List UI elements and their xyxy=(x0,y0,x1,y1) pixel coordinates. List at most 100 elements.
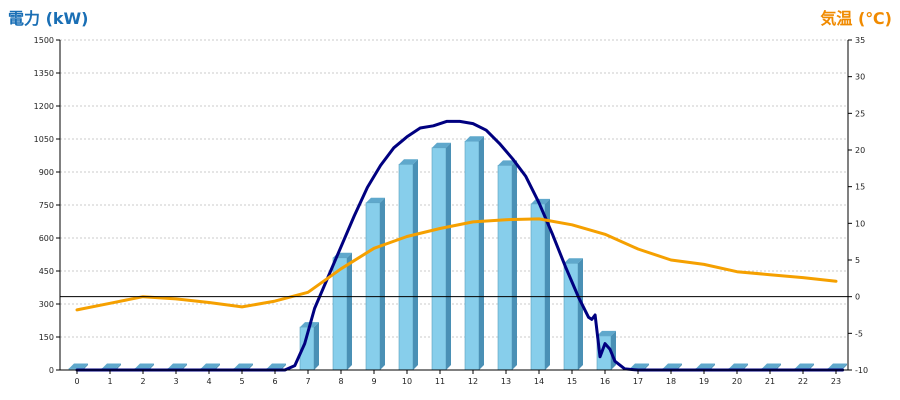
power-bar xyxy=(563,258,583,371)
bar-side xyxy=(776,363,781,370)
bar-side xyxy=(479,136,484,370)
bar-side xyxy=(809,363,814,370)
temperature-line xyxy=(75,217,838,312)
bar-top xyxy=(663,363,682,369)
bar-side xyxy=(677,363,682,370)
right-tick-label: 20 xyxy=(855,146,865,155)
power-bar xyxy=(431,142,451,371)
power-bar xyxy=(299,322,319,371)
bar-top xyxy=(729,363,748,369)
x-tick-label: 23 xyxy=(831,377,841,386)
bar-side xyxy=(182,363,187,370)
bar-front xyxy=(431,147,447,371)
right-tick-label: 10 xyxy=(855,219,865,228)
power-bar xyxy=(332,252,352,371)
x-tick-label: 10 xyxy=(402,377,412,386)
left-tick-label: 750 xyxy=(39,201,54,210)
bar-top xyxy=(102,363,121,369)
bar-front xyxy=(464,140,480,371)
bar-top xyxy=(531,198,550,204)
bar-top xyxy=(465,136,484,142)
left-tick-label: 0 xyxy=(49,366,54,375)
left-tick-label: 450 xyxy=(39,267,54,276)
bar-front xyxy=(530,203,546,371)
power-bar xyxy=(497,160,517,371)
bar-side xyxy=(446,142,451,370)
bar-side xyxy=(545,198,550,370)
bar-top xyxy=(201,363,220,369)
left-axis-title: 電力 (kW) xyxy=(8,9,89,28)
bar-top xyxy=(795,363,814,369)
x-tick-label: 9 xyxy=(371,377,376,386)
x-tick-label: 20 xyxy=(732,377,742,386)
x-tick-label: 17 xyxy=(633,377,643,386)
bar-top xyxy=(234,363,253,369)
bar-top xyxy=(135,363,154,369)
bar-side xyxy=(710,363,715,370)
x-tick-label: 5 xyxy=(239,377,244,386)
right-tick-label: 30 xyxy=(855,73,865,82)
bar-top xyxy=(564,258,583,264)
x-tick-label: 8 xyxy=(338,377,343,386)
x-tick-label: 1 xyxy=(107,377,112,386)
bar-side xyxy=(842,363,847,370)
left-tick-label: 600 xyxy=(39,234,54,243)
x-tick-label: 21 xyxy=(765,377,775,386)
bar-top xyxy=(168,363,187,369)
axes xyxy=(56,39,852,374)
left-tick-label: 150 xyxy=(39,333,54,342)
power-bar xyxy=(530,198,550,371)
x-tick-label: 2 xyxy=(140,377,145,386)
bar-side xyxy=(413,159,418,370)
series-lines xyxy=(75,119,845,372)
bar-side xyxy=(644,363,649,370)
bar-top xyxy=(762,363,781,369)
bar-side xyxy=(215,363,220,370)
bar-top xyxy=(498,160,517,166)
bar-side xyxy=(380,197,385,370)
bar-top xyxy=(828,363,847,369)
x-tick-label: 0 xyxy=(74,377,79,386)
bar-side xyxy=(149,363,154,370)
left-tick-label: 1200 xyxy=(34,102,54,111)
x-tick-label: 22 xyxy=(798,377,808,386)
right-tick-label: 35 xyxy=(855,36,865,45)
bar-front xyxy=(398,164,414,371)
x-tick-label: 7 xyxy=(305,377,310,386)
power-bar xyxy=(365,197,385,371)
bar-top xyxy=(267,363,286,369)
x-tick-label: 3 xyxy=(173,377,178,386)
bar-top xyxy=(630,363,649,369)
power-bar xyxy=(398,159,418,371)
x-tick-label: 6 xyxy=(272,377,277,386)
bar-side xyxy=(281,363,286,370)
left-tick-label: 1500 xyxy=(34,36,54,45)
x-tick-label: 16 xyxy=(600,377,610,386)
left-tick-label: 1350 xyxy=(34,69,54,78)
bar-top xyxy=(597,330,616,336)
x-tick-label: 19 xyxy=(699,377,709,386)
left-tick-label: 1050 xyxy=(34,135,54,144)
gridlines xyxy=(60,39,848,371)
bar-side xyxy=(83,363,88,370)
bar-side xyxy=(578,258,583,370)
x-tick-label: 11 xyxy=(435,377,445,386)
bar-top xyxy=(432,142,451,148)
bar-side xyxy=(347,252,352,370)
bar-top xyxy=(366,197,385,203)
right-tick-label: -10 xyxy=(855,366,868,375)
right-tick-label: -5 xyxy=(855,329,863,338)
bar-side xyxy=(116,363,121,370)
x-tick-label: 15 xyxy=(567,377,577,386)
bar-front xyxy=(365,202,381,371)
bar-top xyxy=(696,363,715,369)
right-tick-label: 5 xyxy=(855,256,860,265)
power-bars xyxy=(68,136,847,371)
bar-front xyxy=(497,165,513,371)
x-tick-label: 14 xyxy=(534,377,544,386)
bar-side xyxy=(512,160,517,370)
left-tick-label: 300 xyxy=(39,300,54,309)
tick-labels: 01503004506007509001050120013501500-10-5… xyxy=(34,36,868,386)
x-tick-label: 4 xyxy=(206,377,211,386)
